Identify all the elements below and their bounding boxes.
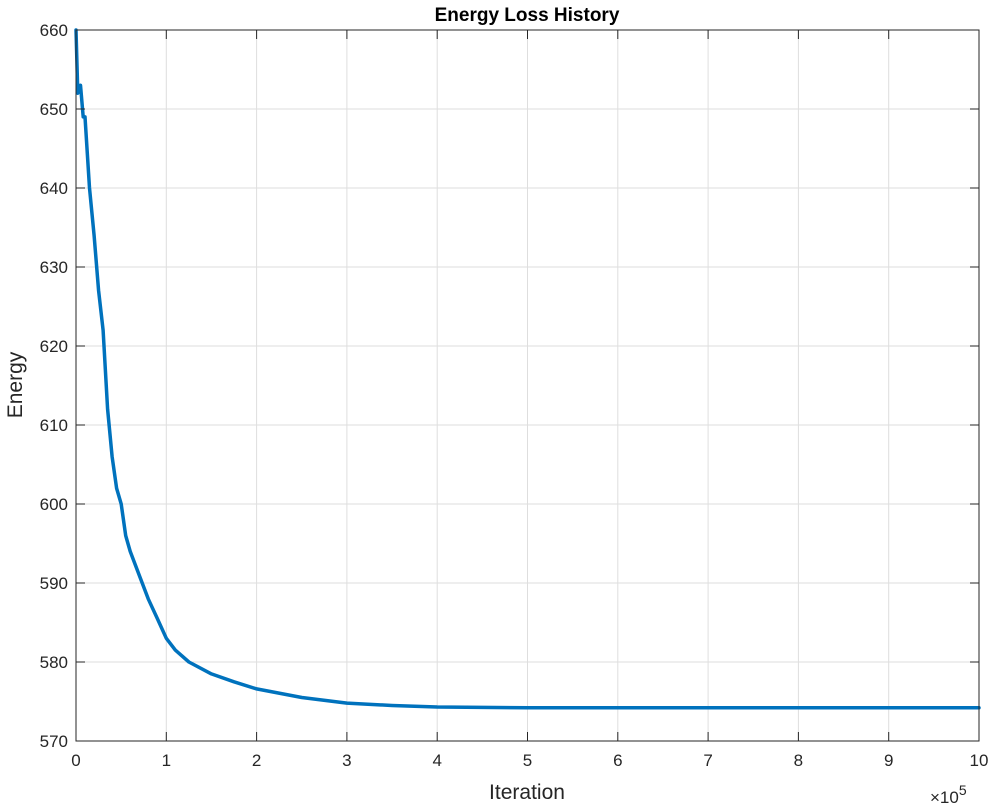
x-tick-label: 3 bbox=[342, 751, 351, 770]
y-axis-label: Energy bbox=[4, 351, 27, 418]
x-tick-label: 7 bbox=[703, 751, 712, 770]
x-tick-label: 2 bbox=[252, 751, 261, 770]
y-tick-label: 610 bbox=[40, 416, 68, 435]
x-tick-label: 8 bbox=[794, 751, 803, 770]
y-tick-label: 640 bbox=[40, 179, 68, 198]
x-tick-label: 6 bbox=[613, 751, 622, 770]
x-axis-label: Iteration bbox=[489, 781, 565, 804]
x-tick-label: 9 bbox=[884, 751, 893, 770]
grid-lines bbox=[75, 29, 980, 742]
tick-marks bbox=[75, 29, 980, 742]
x-exponent-label: ×105 bbox=[930, 782, 967, 807]
x-exponent-power: 5 bbox=[959, 782, 967, 798]
chart-title: Energy Loss History bbox=[435, 5, 620, 26]
series-layer bbox=[74, 28, 981, 710]
x-exponent-base: ×10 bbox=[930, 788, 959, 807]
x-tick-label: 0 bbox=[71, 751, 80, 770]
y-tick-label: 600 bbox=[40, 495, 68, 514]
x-tick-labels: 0 1 2 3 4 5 6 7 8 9 10 bbox=[71, 751, 988, 770]
y-tick-label: 580 bbox=[40, 653, 68, 672]
x-tick-label: 5 bbox=[523, 751, 532, 770]
y-tick-label: 570 bbox=[40, 732, 68, 751]
y-tick-labels: 570 580 590 600 610 620 630 640 650 660 bbox=[40, 21, 68, 751]
y-tick-label: 630 bbox=[40, 258, 68, 277]
y-tick-label: 620 bbox=[40, 337, 68, 356]
energy-series-line bbox=[74, 28, 981, 710]
y-tick-label: 590 bbox=[40, 574, 68, 593]
x-tick-label: 1 bbox=[162, 751, 171, 770]
x-tick-label: 4 bbox=[432, 751, 441, 770]
y-tick-label: 650 bbox=[40, 100, 68, 119]
y-tick-label: 660 bbox=[40, 21, 68, 40]
x-tick-label: 10 bbox=[970, 751, 989, 770]
